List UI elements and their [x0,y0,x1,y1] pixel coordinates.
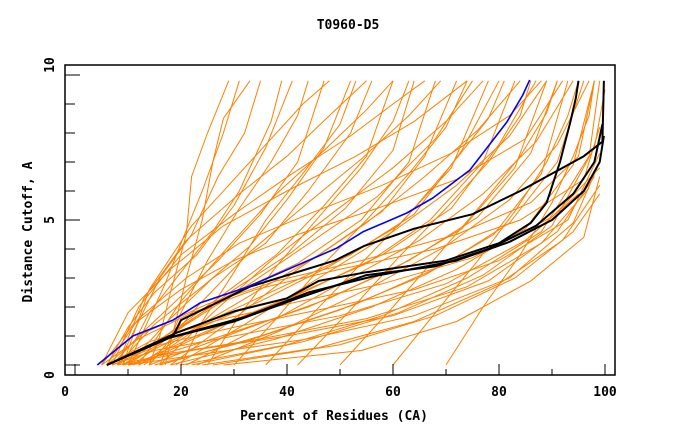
model-curve-26 [202,184,601,366]
y-tick-label: 10 [43,57,58,73]
model-curve-34 [111,153,601,366]
model-curve-3 [127,80,240,366]
y-tick-label: 0 [43,371,58,379]
model-curve-48 [297,80,532,366]
model-curve-31 [122,176,595,366]
model-curve-49 [339,80,558,366]
model-curve-28 [223,176,601,366]
model-curve-9 [127,80,373,366]
model-curve-43 [159,80,309,366]
model-curve-44 [180,80,357,366]
x-tick-label: 0 [61,385,69,400]
axis-ticks [65,74,606,375]
model-curve-54 [159,80,484,366]
model-curve-27 [212,193,601,366]
x-tick-label: 100 [593,385,617,400]
x-tick-label: 80 [491,385,507,400]
model-curve-38 [106,80,542,366]
chart-title: T0960-D5 [317,18,380,33]
model-curve-50 [392,80,579,366]
model-curve-32 [127,161,601,366]
model-curve-55 [170,80,521,366]
model-curve-29 [111,193,579,366]
model-curve-23 [170,80,595,366]
model-curve-45 [207,80,410,366]
model-curve-35 [101,127,601,366]
reference-1-curve [106,80,605,366]
model-curve-15 [122,80,489,366]
y-tick-label: 5 [43,216,58,224]
model-curve-1 [164,80,251,366]
highlighted-series-layer [96,79,605,366]
model-curve-4 [116,80,261,366]
model-curve-53 [148,80,442,366]
model-curve-12 [117,80,436,366]
model-curve-42 [122,80,330,366]
x-tick-label: 20 [173,385,189,400]
model-curve-37 [101,80,564,366]
axis-tick-labels: 0 20 40 60 80 100 0 5 10 [43,57,617,400]
model-curve-52 [138,80,394,366]
reference-4-curve [106,135,605,366]
model-curve-39 [101,80,468,366]
model-curve-57 [186,80,574,366]
model-curve-41 [116,80,367,366]
x-tick-label: 60 [385,385,401,400]
model-curve-11 [132,80,415,366]
x-axis-label: Percent of Residues (CA) [240,409,428,424]
model-curves-layer [101,80,606,366]
model-curve-14 [127,80,473,366]
reference-2-curve [106,80,580,366]
model-curve-51 [445,80,595,366]
x-tick-label: 40 [279,385,295,400]
y-axis-label: Distance Cutoff, A [21,161,36,302]
model-curve-56 [175,80,548,366]
model-curve-20 [149,80,558,366]
model-curve-5 [106,80,293,366]
model-curve-7 [111,80,325,366]
highlight-curve [96,79,531,366]
model-curve-58 [196,80,590,366]
